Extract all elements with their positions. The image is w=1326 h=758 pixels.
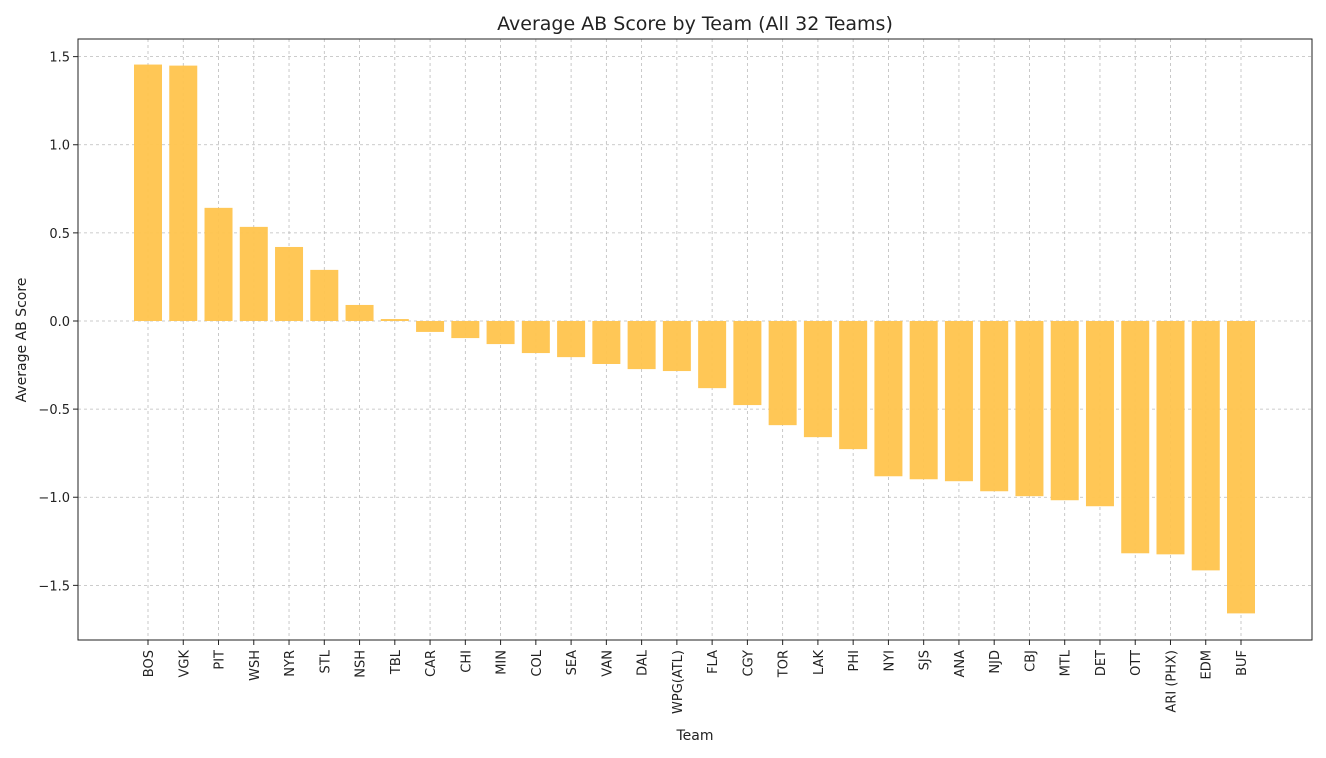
bar-cgy xyxy=(733,320,762,406)
x-tick-label: VAN xyxy=(600,650,615,677)
y-tick-label: −1.5 xyxy=(38,579,70,594)
x-tick-label: CBJ xyxy=(1023,650,1038,672)
y-tick-label: −1.0 xyxy=(38,491,70,506)
bar-phi xyxy=(839,320,868,450)
y-tick-label: 0.5 xyxy=(49,227,70,242)
bar-tor xyxy=(768,320,797,426)
bar-min xyxy=(486,320,515,345)
bar-chi xyxy=(451,320,480,339)
bar-bos xyxy=(134,64,162,321)
x-tick-label: FLA xyxy=(706,650,721,674)
x-tick-label: SEA xyxy=(565,650,580,675)
x-tick-label: BUF xyxy=(1235,650,1250,676)
bar-car xyxy=(416,320,445,332)
bar-col xyxy=(521,320,550,354)
x-tick-label: WSH xyxy=(248,650,263,681)
bar-nsh xyxy=(345,304,374,321)
bar-vgk xyxy=(169,65,198,321)
x-tick-label: NJD xyxy=(988,650,1003,674)
x-tick-label: DAL xyxy=(636,649,651,676)
y-tick-label: 1.0 xyxy=(49,139,70,154)
chart-title: Average AB Score by Team (All 32 Teams) xyxy=(497,13,893,35)
bar-sea xyxy=(557,320,586,358)
x-tick-label: SJS xyxy=(918,650,933,670)
bar-dal xyxy=(627,320,656,370)
bar-det xyxy=(1085,320,1114,507)
x-tick-label: PHI xyxy=(847,650,862,671)
x-tick-label: COL xyxy=(530,649,545,676)
x-axis-label: Team xyxy=(675,728,713,744)
y-tick-label: 0.0 xyxy=(49,315,70,330)
bar-tbl xyxy=(380,319,409,321)
x-tick-label: TBL xyxy=(389,649,404,675)
x-tick-label: NYI xyxy=(882,650,897,672)
x-tick-label: MIN xyxy=(495,650,510,675)
x-tick-label: CGY xyxy=(741,650,756,677)
x-tick-label: LAK xyxy=(812,650,827,675)
bar-lak xyxy=(803,320,832,438)
x-tick-label: PIT xyxy=(213,650,228,670)
bar-edm xyxy=(1191,320,1220,571)
bar-mtl xyxy=(1050,320,1079,501)
bar-ott xyxy=(1121,320,1150,554)
x-tick-label: CHI xyxy=(459,650,474,673)
y-tick-label: 1.5 xyxy=(49,51,70,66)
x-tick-label: NYR xyxy=(283,650,298,677)
y-tick-label: −0.5 xyxy=(38,403,70,418)
x-tick-label: TOR xyxy=(777,650,792,678)
bar-nyi xyxy=(874,320,903,477)
x-tick-label: ARI (PHX) xyxy=(1164,650,1179,713)
x-tick-label: BOS xyxy=(142,650,157,677)
plot-frame xyxy=(77,38,1313,641)
x-tick-label: CAR xyxy=(424,650,439,677)
bar-ari-phx- xyxy=(1156,320,1185,555)
x-tick-label: VGK xyxy=(177,650,192,678)
x-tick-label: WPG(ATL) xyxy=(671,650,686,714)
bar-wpg-atl- xyxy=(662,320,691,372)
bar-ana xyxy=(944,320,973,482)
bar-fla xyxy=(698,320,727,389)
x-tick-label: OTT xyxy=(1129,650,1144,676)
y-axis-label: Average AB Score xyxy=(14,278,30,403)
x-tick-label: NSH xyxy=(354,650,369,678)
x-tick-label: ANA xyxy=(953,650,968,678)
x-axis-ticks: BOS VGK PIT WSH NYR STL NSH TBL CAR CHI MIN COL SEA V… xyxy=(142,640,1250,714)
x-tick-label: EDM xyxy=(1200,650,1215,679)
bar-pit xyxy=(204,207,233,321)
bar-wsh xyxy=(239,226,268,321)
bars xyxy=(134,64,1255,614)
bar-van xyxy=(592,320,621,364)
x-tick-label: MTL xyxy=(1059,649,1074,676)
bar-cbj xyxy=(1015,320,1044,497)
y-axis-ticks: −1.5 −1.0 −0.5 0.0 0.5 1.0 1.5 xyxy=(38,51,78,594)
bar-sjs xyxy=(909,320,938,480)
bar-buf xyxy=(1227,320,1255,614)
x-tick-label: DET xyxy=(1094,650,1109,676)
bar-nyr xyxy=(275,246,304,321)
x-tick-label: STL xyxy=(318,649,333,673)
bar-stl xyxy=(310,269,339,321)
bar-njd xyxy=(980,320,1009,492)
